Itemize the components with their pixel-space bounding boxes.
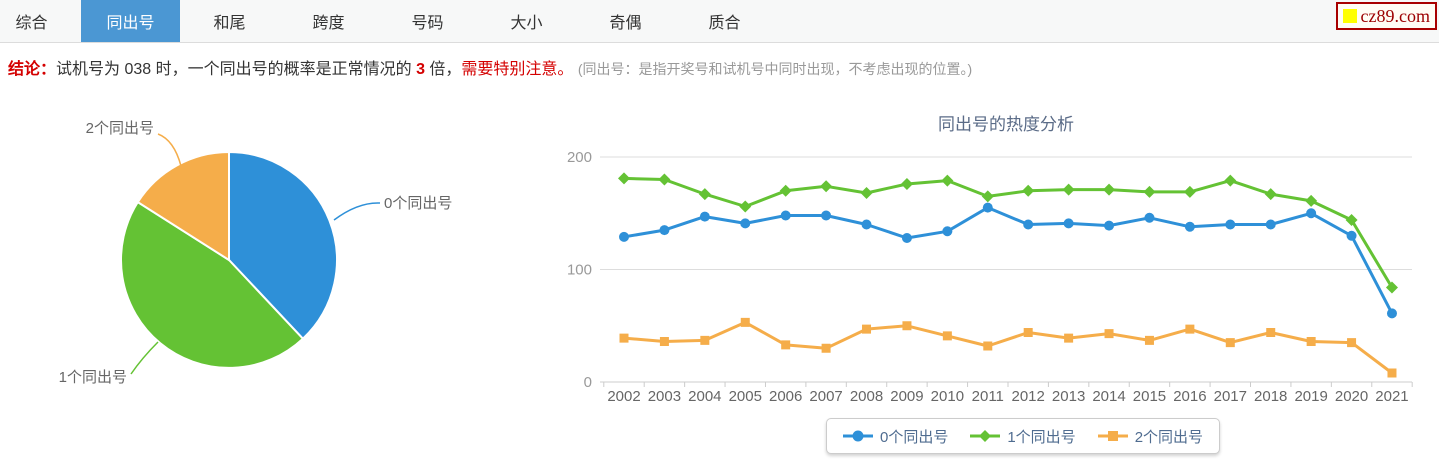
x-axis <box>600 381 1413 387</box>
pie-label-1个同出号: 1个同出号 <box>59 369 127 386</box>
tab-奇偶[interactable]: 奇偶 <box>609 15 642 32</box>
pie-label-line-2个同出号 <box>157 133 182 167</box>
svg-text:2021: 2021 <box>1375 388 1408 405</box>
legend-item-2个同出号[interactable]: 2个同出号 <box>1097 426 1204 447</box>
svg-text:200: 200 <box>567 149 592 166</box>
svg-text:2002: 2002 <box>607 388 640 405</box>
chart-legend: 0个同出号 1个同出号 2个同出号 <box>826 418 1221 454</box>
conclusion-note: (同出号：是指开奖号和试机号中同时出现，不考虑出现的位置。) <box>577 61 973 77</box>
pie-slice-1个同出号[interactable] <box>120 200 305 369</box>
legend-label: 2个同出号 <box>1134 428 1204 446</box>
logo-text: cz89.com <box>1360 5 1430 26</box>
site-logo[interactable]: cz89.com <box>1335 2 1437 30</box>
pie-label-line-1个同出号 <box>130 341 159 375</box>
svg-text:2018: 2018 <box>1254 388 1287 405</box>
tab-大小[interactable]: 大小 <box>510 15 543 32</box>
tab-list: 综合 同出号 和尾 跨度 号码 大小 奇偶 质合 <box>0 0 1439 42</box>
line-series-2个同出号[interactable] <box>619 317 1397 378</box>
line-series-0个同出号[interactable] <box>619 202 1397 319</box>
conclusion-text-1: 试机号为 038 时，一个同出号的概率是正常情况的 <box>56 61 417 78</box>
y-axis: 0 100 200 <box>567 149 1412 391</box>
tab-和尾[interactable]: 和尾 <box>213 15 246 32</box>
logo-yellow-square-icon <box>1342 9 1357 23</box>
legend-marker-diamond-icon <box>970 430 1001 442</box>
svg-text:2016: 2016 <box>1173 388 1206 405</box>
svg-text:2004: 2004 <box>688 388 721 405</box>
legend-marker-square-icon <box>1097 431 1128 441</box>
conclusion-number: 3 <box>416 61 425 78</box>
svg-text:2011: 2011 <box>972 388 1004 405</box>
svg-text:2013: 2013 <box>1052 388 1085 405</box>
conclusion-line: 结论：试机号为 038 时，一个同出号的概率是正常情况的 3 倍，需要特别注意。… <box>8 55 972 79</box>
line-chart-title: 同出号的热度分析 <box>938 115 1074 134</box>
conclusion-warning: 需要特别注意。 <box>461 61 574 78</box>
svg-text:2003: 2003 <box>648 388 681 405</box>
line-series-1个同出号[interactable] <box>618 172 1398 294</box>
pie-chart: 0个同出号 1个同出号 2个同出号 <box>59 120 453 386</box>
svg-text:2020: 2020 <box>1335 388 1368 405</box>
pie-label-0个同出号: 0个同出号 <box>384 195 452 212</box>
svg-text:2008: 2008 <box>850 388 883 405</box>
svg-text:0: 0 <box>584 374 592 391</box>
pie-label-2个同出号: 2个同出号 <box>86 120 154 137</box>
svg-text:100: 100 <box>567 262 592 279</box>
svg-text:2005: 2005 <box>729 388 762 405</box>
svg-text:2012: 2012 <box>1012 388 1045 405</box>
legend-label: 1个同出号 <box>1007 428 1076 446</box>
tab-bar: 综合 同出号 和尾 跨度 号码 大小 奇偶 质合 <box>0 0 1439 43</box>
tab-同出号[interactable]: 同出号 <box>81 0 180 42</box>
svg-text:2019: 2019 <box>1294 388 1327 405</box>
tab-号码[interactable]: 号码 <box>411 15 444 32</box>
conclusion-prefix: 结论： <box>8 61 57 78</box>
svg-text:2010: 2010 <box>931 388 964 405</box>
pie-slice-0个同出号[interactable] <box>228 150 338 341</box>
tab-跨度[interactable]: 跨度 <box>312 15 345 32</box>
pie-label-line-0个同出号 <box>333 202 381 221</box>
conclusion-text-2: 倍， <box>424 61 462 78</box>
legend-item-1个同出号[interactable]: 1个同出号 <box>970 426 1076 447</box>
svg-text:2007: 2007 <box>809 388 842 405</box>
svg-text:2017: 2017 <box>1214 388 1247 405</box>
svg-text:2009: 2009 <box>890 388 923 405</box>
x-axis-labels: 2002 2003 2004 2005 2006 2007 2008 2009 2010 2011… <box>607 388 1408 405</box>
legend-item-0个同出号[interactable]: 0个同出号 <box>843 426 948 447</box>
legend-label: 0个同出号 <box>880 428 949 446</box>
svg-text:2006: 2006 <box>769 388 802 405</box>
legend-marker-circle-icon <box>843 430 873 442</box>
tab-综合[interactable]: 综合 <box>15 15 48 32</box>
svg-text:2015: 2015 <box>1133 388 1166 405</box>
pie-slice-2个同出号[interactable] <box>136 150 230 262</box>
svg-text:2014: 2014 <box>1092 388 1125 405</box>
tab-质合[interactable]: 质合 <box>708 15 741 32</box>
